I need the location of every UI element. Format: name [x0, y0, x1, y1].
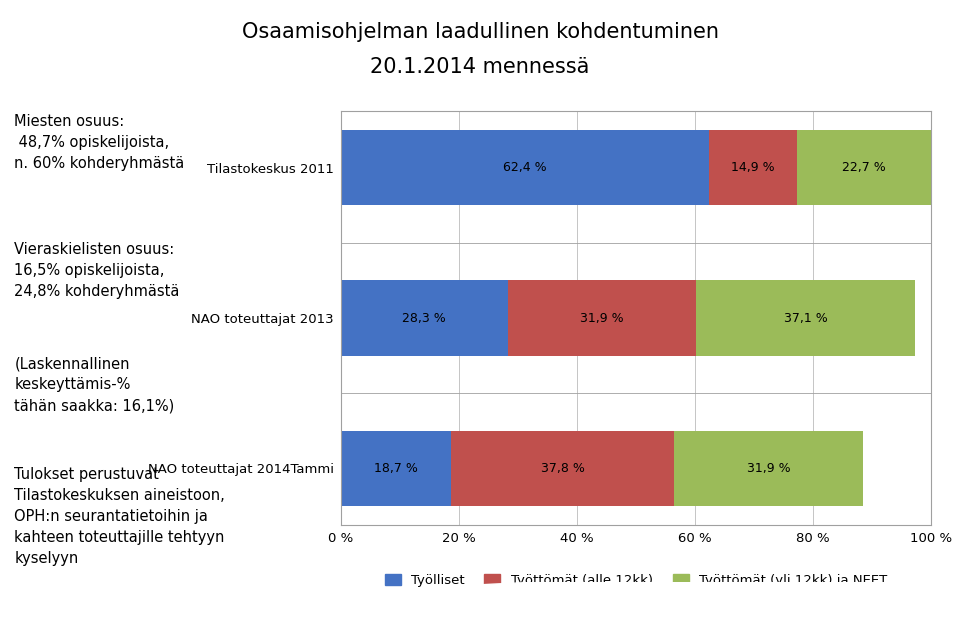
Text: 18,7 %: 18,7 %	[374, 462, 418, 475]
Text: 28,3 %: 28,3 %	[402, 312, 446, 324]
Bar	[451, 431, 674, 506]
Text: 37,8 %: 37,8 %	[540, 462, 585, 475]
Text: 20.1.2014 mennessä: 20.1.2014 mennessä	[371, 57, 589, 77]
Bar	[508, 280, 696, 356]
Text: Miesten osuus:
 48,7% opiskelijoista,
n. 60% kohderyhmästä: Miesten osuus: 48,7% opiskelijoista, n. …	[14, 114, 184, 172]
Text: Opetus- ja kulttuuriministeriö: Opetus- ja kulttuuriministeriö	[24, 593, 207, 605]
Bar	[341, 280, 508, 356]
Bar	[341, 431, 451, 506]
Bar	[674, 431, 863, 506]
Text: 14,9 %: 14,9 %	[732, 161, 775, 174]
Text: 22,7 %: 22,7 %	[842, 161, 886, 174]
Text: Osaamisohjelman laadullinen kohdentuminen: Osaamisohjelman laadullinen kohdentumine…	[242, 22, 718, 42]
Text: Undervisnings- och kulturministeriet: Undervisnings- och kulturministeriet	[24, 614, 252, 627]
Circle shape	[298, 576, 960, 636]
Bar	[341, 130, 709, 205]
Text: 31,9 %: 31,9 %	[580, 312, 624, 324]
Bar	[696, 280, 915, 356]
Text: Vieraskielisten osuus:
16,5% opiskelijoista,
24,8% kohderyhmästä: Vieraskielisten osuus: 16,5% opiskelijoi…	[14, 242, 180, 299]
Text: 31,9 %: 31,9 %	[747, 462, 790, 475]
Text: 37,1 %: 37,1 %	[784, 312, 828, 324]
Text: Tulokset perustuvat
Tilastokeskuksen aineistoon,
OPH:n seurantatietoihin ja
kaht: Tulokset perustuvat Tilastokeskuksen ain…	[14, 467, 226, 567]
Text: 62,4 %: 62,4 %	[503, 161, 547, 174]
Bar	[797, 130, 931, 205]
Bar	[709, 130, 797, 205]
Legend: Työlliset, Työttömät (alle 12kk), Työttömät (yli 12kk) ja NEET: Työlliset, Työttömät (alle 12kk), Työttö…	[379, 569, 893, 593]
Text: (Laskennallinen
keskeyttämis-%
tähän saakka: 16,1%): (Laskennallinen keskeyttämis-% tähän saa…	[14, 356, 175, 413]
